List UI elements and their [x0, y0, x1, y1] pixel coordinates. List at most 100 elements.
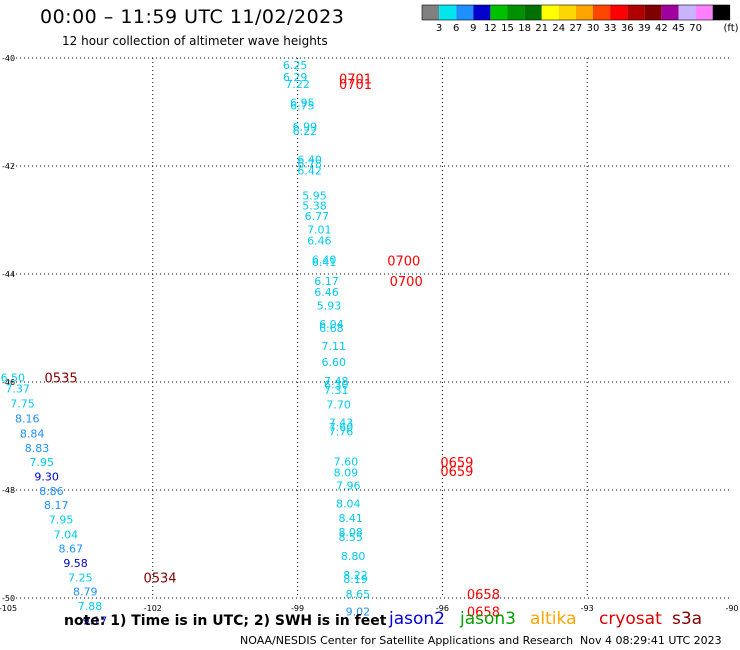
wave-height-value: 9.17	[83, 615, 108, 628]
wave-height-value: 6.17	[314, 275, 339, 288]
scale-swatch	[473, 5, 491, 20]
pass-time-label: 0659	[440, 456, 473, 471]
legend-altika: altika	[530, 609, 577, 629]
legend-s3a: s3a	[672, 609, 703, 629]
lon-tick-label: -90	[725, 604, 738, 613]
scale-label: 15	[501, 23, 514, 34]
wave-height-value: 8.09	[334, 467, 359, 480]
scale-swatch	[439, 5, 457, 20]
page-subtitle: 12 hour collection of altimeter wave hei…	[62, 34, 328, 48]
scale-label: 24	[552, 23, 565, 34]
wave-height-value: 7.01	[307, 224, 332, 237]
pass-time-label: 0535	[45, 372, 78, 387]
wave-height-value: 8.04	[336, 498, 361, 511]
pass-time-label: 0658	[467, 588, 500, 603]
legend-jason3: jason3	[460, 609, 516, 629]
wave-height-value: 7.48	[324, 375, 349, 388]
wave-height-value: 6.95	[290, 96, 315, 109]
scale-swatch	[678, 5, 696, 20]
pass-time-label: 0700	[387, 255, 420, 270]
pass-time-label: 0701	[339, 78, 372, 93]
wave-height-value: 6.41	[312, 256, 337, 269]
scale-label: 18	[518, 23, 531, 34]
legend-jason2: jason2	[389, 609, 445, 629]
wave-height-value: 6.68	[319, 322, 344, 335]
scale-swatch	[490, 5, 508, 20]
footer-note: note: 1) Time is in UTC; 2) SWH is in fe…	[64, 613, 387, 629]
wave-height-value: 8.22	[343, 569, 368, 582]
scale-swatch	[524, 5, 542, 20]
wave-height-value: 7.25	[68, 571, 93, 584]
wave-height-value: 7.75	[10, 398, 35, 411]
pass-time-label: 0659	[440, 465, 473, 480]
wave-height-value: 6.50	[1, 372, 26, 385]
wave-height-value: 7.31	[324, 384, 349, 397]
lon-tick-label: -99	[291, 604, 304, 613]
wave-height-value: 9.30	[34, 471, 59, 484]
wave-height-value: 6.22	[293, 125, 318, 138]
wave-height-value: 8.67	[58, 542, 83, 555]
wave-height-value: 7.88	[78, 600, 103, 613]
lon-tick-label: -96	[436, 604, 449, 613]
scale-swatch	[610, 5, 628, 20]
legend-cryosat: cryosat	[599, 609, 662, 629]
wave-height-value: 6.46	[307, 235, 332, 248]
wave-height-value: 8.08	[338, 526, 363, 539]
wave-height-value: 8.19	[343, 573, 368, 586]
wave-height-value: 8.16	[15, 413, 40, 426]
scale-swatch	[661, 5, 679, 20]
wave-height-value: 6.40	[312, 253, 337, 266]
wave-height-value: 8.41	[338, 512, 363, 525]
wave-height-value: 5.95	[302, 190, 327, 203]
wave-height-value: 7.22	[285, 78, 310, 91]
scale-swatch	[558, 5, 576, 20]
lon-tick-label: -102	[144, 604, 162, 613]
wave-height-value: 6.77	[305, 210, 330, 223]
wave-height-value: 8.79	[73, 586, 98, 599]
wave-height-value: 6.42	[297, 164, 322, 177]
scale-swatch	[712, 5, 730, 20]
wave-height-value: 8.17	[44, 499, 69, 512]
lon-tick-label: -105	[0, 604, 17, 613]
color-scale: 3 6 9 12 15 18 21 24 27 30 33 36 39 42 45 70 (ft)	[421, 4, 739, 34]
scale-swatch	[422, 5, 440, 20]
wave-height-value: 6.30	[324, 379, 349, 392]
scale-swatch	[627, 5, 645, 20]
wave-height-value: 8.65	[346, 588, 371, 601]
wave-height-value: 6.75	[290, 100, 315, 113]
wave-height-value: 7.60	[334, 455, 359, 468]
wave-height-value: 6.60	[322, 356, 347, 369]
scale-label: 42	[655, 23, 668, 34]
scale-label: 6	[453, 23, 459, 34]
scale-swatch	[575, 5, 593, 20]
scale-label: 30	[587, 23, 600, 34]
scale-swatch	[541, 5, 559, 20]
scale-label: 3	[436, 23, 442, 34]
wave-height-value: 5.38	[302, 199, 327, 212]
scale-swatch	[593, 5, 611, 20]
scale-label: 21	[535, 23, 548, 34]
scale-swatch	[644, 5, 662, 20]
pass-time-label: 0534	[143, 571, 176, 586]
scale-swatch	[695, 5, 713, 20]
wave-height-value: 8.83	[25, 442, 50, 455]
lat-tick-label: -50	[2, 594, 15, 603]
scale-label: 45	[672, 23, 685, 34]
wave-height-value: 7.70	[326, 399, 351, 412]
scale-label: 27	[570, 23, 583, 34]
wave-height-value: 7.96	[336, 480, 361, 493]
page-title: 00:00 – 11:59 UTC 11/02/2023	[40, 6, 345, 28]
lat-tick-label: -42	[2, 162, 15, 171]
wave-height-value: 9.58	[63, 557, 88, 570]
wave-height-value: 7.95	[30, 456, 55, 469]
wave-height-value: 9.02	[346, 606, 371, 619]
wave-height-value: 8.55	[338, 531, 363, 544]
pass-time-label: 0658	[467, 606, 500, 621]
scale-unit: (ft)	[723, 23, 738, 34]
wave-height-value: 6.29	[283, 71, 308, 84]
wave-height-value: 7.37	[5, 382, 30, 395]
lat-tick-label: -44	[2, 270, 15, 279]
wave-height-value: 8.80	[341, 550, 366, 563]
scale-label: 36	[621, 23, 634, 34]
wave-height-value: 7.11	[322, 340, 347, 353]
